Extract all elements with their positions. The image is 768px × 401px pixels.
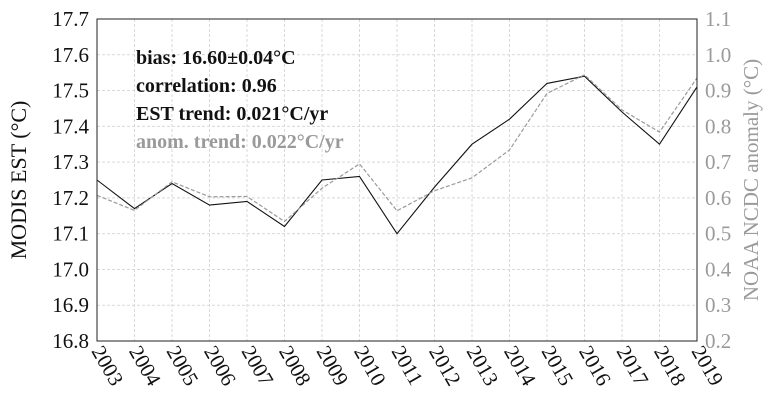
x-tick-label: 2013	[462, 342, 504, 390]
series-layer	[96, 74, 698, 235]
x-tick-label: 2005	[162, 342, 204, 390]
x-tick-label: 2016	[574, 342, 616, 390]
right-axis-ticks: 0.2 0.3 0.4 0.5 0.6 0.7 0.8 0.9 1.0 1.1	[705, 7, 732, 353]
right-tick-label: 0.2	[705, 329, 731, 353]
left-tick-label: 17.6	[52, 43, 89, 67]
right-tick-label: 0.3	[705, 293, 731, 317]
x-tick-label: 2004	[124, 342, 166, 391]
x-tick-label: 2011	[387, 342, 428, 390]
modis-est-series-line	[96, 75, 698, 235]
right-tick-label: 0.4	[705, 257, 732, 281]
left-axis-ticks: 16.8 16.9 17.0 17.1 17.2 17.3 17.4 17.5 17.6 17.7	[52, 7, 89, 353]
right-axis-label: NOAA NCDC anomaly (°C)	[739, 59, 763, 301]
right-tick-label: 0.6	[705, 186, 731, 210]
right-tick-label: 0.8	[705, 114, 731, 138]
x-tick-label: 2017	[612, 342, 654, 390]
x-tick-label: 2003	[87, 342, 129, 390]
x-tick-label: 2018	[649, 342, 691, 390]
correlation-annotation: correlation: 0.96	[136, 75, 277, 97]
left-tick-label: 17.0	[52, 257, 89, 281]
est-trend-annotation: EST trend: 0.021°C/yr	[136, 103, 328, 125]
x-tick-label: 2006	[199, 342, 241, 390]
left-tick-label: 17.3	[52, 150, 89, 174]
x-tick-label: 2008	[274, 342, 316, 390]
left-tick-label: 17.7	[52, 7, 89, 31]
right-tick-label: 0.7	[705, 150, 731, 174]
ncdc-anomaly-series-line	[96, 74, 698, 223]
x-tick-label: 2010	[349, 342, 391, 390]
right-tick-label: 1.1	[705, 7, 731, 31]
x-tick-label: 2014	[499, 342, 541, 391]
bias-annotation: bias: 16.60±0.04°C	[136, 47, 296, 69]
left-tick-label: 16.9	[52, 293, 89, 317]
right-tick-label: 0.5	[705, 222, 731, 246]
left-tick-label: 16.8	[52, 329, 89, 353]
left-tick-label: 17.2	[52, 186, 89, 210]
right-tick-label: 1.0	[705, 43, 731, 67]
left-tick-label: 17.4	[52, 114, 89, 138]
x-tick-label: 2012	[424, 342, 466, 390]
plot-frame	[96, 18, 698, 342]
left-axis-label: MODIS EST (°C)	[6, 101, 31, 260]
x-tick-label: 2015	[537, 342, 579, 390]
x-tick-label: 2007	[237, 342, 279, 390]
left-tick-label: 17.5	[52, 79, 89, 103]
anom-trend-annotation: anom. trend: 0.022°C/yr	[136, 131, 344, 153]
x-axis-ticks: 2003200420052006200720082009201020112012…	[87, 342, 729, 391]
x-tick-label: 2009	[312, 342, 354, 390]
right-tick-label: 0.9	[705, 79, 731, 103]
left-tick-label: 17.1	[52, 222, 89, 246]
